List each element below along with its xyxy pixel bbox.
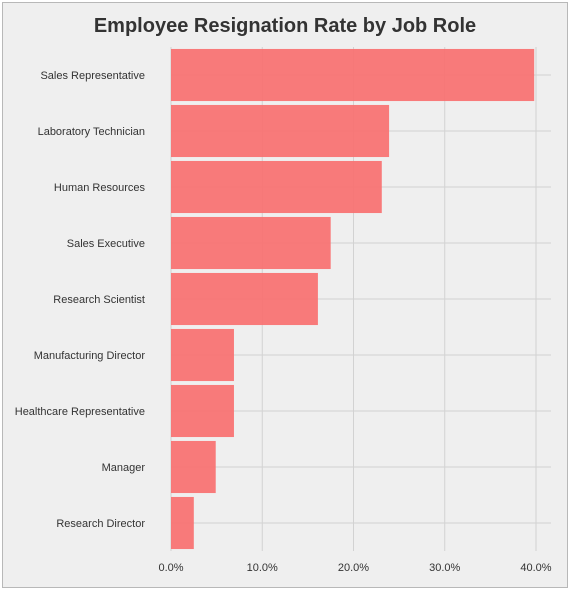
category-label: Manager [102,462,146,474]
x-tick-label: 20.0% [338,562,369,574]
bar [171,48,535,102]
bar [171,496,194,550]
bar [171,104,390,158]
bar [171,160,382,214]
bar [171,272,318,326]
bars [171,48,535,550]
x-tick-label: 30.0% [429,562,460,574]
x-tick-label: 40.0% [520,562,551,574]
category-label: Manufacturing Director [34,350,146,362]
category-label: Sales Executive [67,238,145,250]
category-label: Human Resources [54,182,146,194]
x-tick-label: 0.0% [158,562,183,574]
grid-lines [170,47,551,551]
category-label: Research Director [56,518,145,530]
category-label: Healthcare Representative [15,406,145,418]
bar [171,440,216,494]
bar [171,384,234,438]
x-tick-label: 10.0% [247,562,278,574]
bar [171,216,331,270]
category-label: Sales Representative [40,70,145,82]
category-labels: Sales Representative Laboratory Technicia… [15,70,146,530]
chart-title: Employee Resignation Rate by Job Role [93,15,477,37]
x-tick-labels: 0.0% 10.0% 20.0% 30.0% 40.0% [158,562,551,574]
bar [171,328,234,382]
category-label: Research Scientist [53,294,145,306]
bar-chart: Sales Representative Laboratory Technicia… [15,47,552,574]
category-label: Laboratory Technician [38,126,145,138]
